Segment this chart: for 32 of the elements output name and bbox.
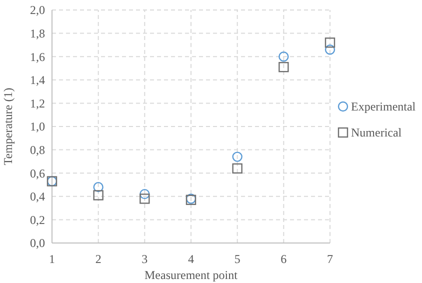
legend-label: Experimental [351, 100, 416, 114]
y-tick-label: 1,4 [30, 73, 45, 88]
y-tick-label: 2,0 [30, 3, 45, 18]
point [232, 152, 242, 162]
point [324, 38, 336, 48]
x-tick-label: 6 [280, 252, 287, 266]
point [232, 163, 242, 174]
y-tick-label: 0,6 [30, 166, 45, 180]
y-tick-label: 1,8 [30, 26, 45, 40]
point [324, 44, 336, 55]
point [93, 182, 104, 192]
y-tick-label: 1,6 [30, 50, 45, 64]
y-axis-title: Temperature (1) [1, 88, 15, 166]
x-tick-label: 4 [188, 252, 194, 266]
x-axis-title: Measurement point [144, 268, 238, 282]
y-tick-label: 0,0 [30, 236, 45, 250]
y-tick-label: 0,8 [30, 143, 45, 157]
point [93, 190, 104, 200]
legend-label: Numerical [351, 126, 402, 140]
point [278, 52, 289, 62]
y-tick-label: 0,2 [30, 212, 45, 227]
point [278, 62, 289, 72]
y-tick-label: 0,4 [30, 190, 45, 204]
point [140, 194, 150, 204]
y-tick-label: 1,2 [30, 96, 45, 110]
x-tick-label: 2 [95, 252, 102, 266]
x-tick-label: 5 [234, 252, 240, 266]
x-tick-label: 7 [327, 252, 333, 266]
x-tick-label: 3 [142, 252, 148, 266]
y-tick-label: 1,0 [30, 120, 45, 134]
x-tick-label: 1 [49, 252, 55, 266]
point [140, 188, 150, 200]
